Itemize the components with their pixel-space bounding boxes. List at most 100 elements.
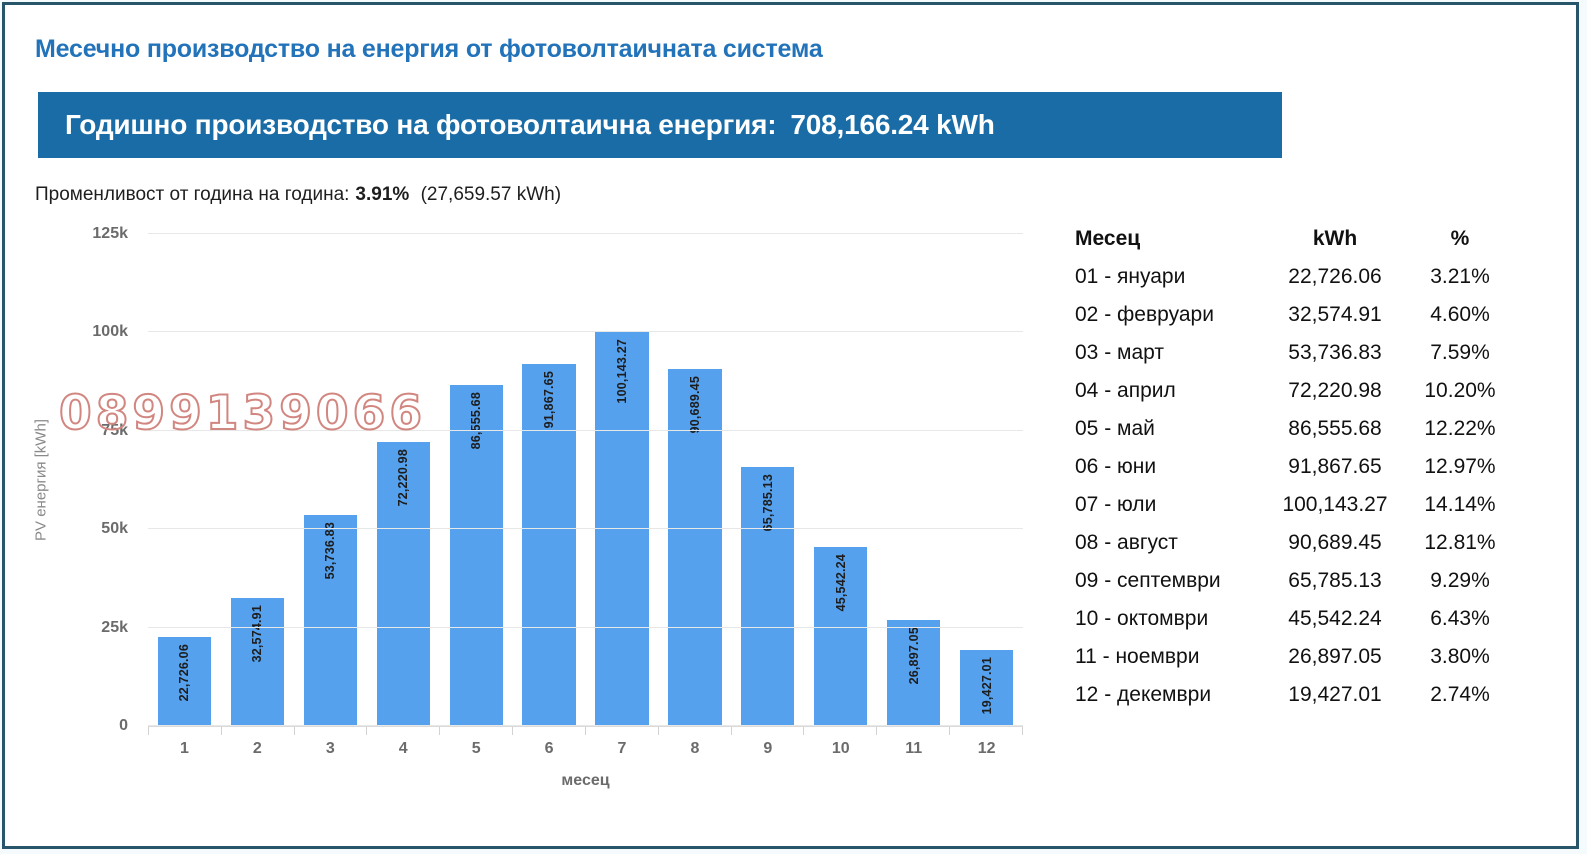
cell-pct: 3.21% <box>1430 265 1490 288</box>
x-axis-tick <box>803 727 876 735</box>
bar-month-11[interactable]: 26,897.05 <box>887 620 941 726</box>
x-axis-tick-label: 7 <box>617 740 627 757</box>
cell-pct: 12.22% <box>1424 417 1496 440</box>
cell-month: 02 - февруари <box>1075 303 1214 326</box>
gridline <box>148 626 1023 628</box>
bar-slot: 32,574.91 <box>221 234 294 726</box>
x-axis-tick-label: 12 <box>977 740 996 757</box>
bar-slot: 72,220.98 <box>367 234 440 726</box>
cell-kwh: 32,574.91 <box>1288 303 1382 326</box>
bar-value-label: 26,897.05 <box>906 627 921 685</box>
x-axis-tick <box>366 727 439 735</box>
bar-slot: 26,897.05 <box>877 234 950 726</box>
bar-slot: 86,555.68 <box>440 234 513 726</box>
y-axis-tick-label: 50k <box>101 520 128 538</box>
cell-pct: 10.20% <box>1424 379 1496 402</box>
column-header-month: Месец <box>1075 227 1141 250</box>
month-table-body: 01 - януари 22,726.06 3.21% 02 - февруари 32… <box>1075 258 1515 714</box>
bar-month-4[interactable]: 72,220.98 <box>376 441 430 726</box>
annual-production-banner: Годишно производство на фотоволтаична ен… <box>38 92 1282 158</box>
gridline <box>148 528 1023 530</box>
bar-slot: 53,736.83 <box>294 234 367 726</box>
cell-pct: 14.14% <box>1424 493 1496 516</box>
bar-month-10[interactable]: 45,542.24 <box>814 546 868 726</box>
cell-kwh: 26,897.05 <box>1288 645 1382 668</box>
annual-production-label: Годишно производство на фотоволтаична ен… <box>65 109 777 140</box>
table-row: 12 - декември 19,427.01 2.74% <box>1075 676 1515 714</box>
bar-value-label: 19,427.01 <box>979 656 994 714</box>
bar-slot: 91,867.65 <box>513 234 586 726</box>
x-axis-tick-label: 2 <box>252 740 262 757</box>
annual-production-value: 708,166.24 kWh <box>790 109 995 140</box>
bar-month-8[interactable]: 90,689.45 <box>668 369 722 726</box>
gridline <box>148 725 1023 726</box>
column-header-kwh: kWh <box>1312 227 1358 250</box>
content-area: PV енергия [kWh] 22,726.06 32,574.91 53,73… <box>5 212 1576 797</box>
bar-value-label: 100,143.27 <box>614 338 629 404</box>
x-axis-tick <box>439 727 512 735</box>
cell-kwh: 90,689.45 <box>1288 531 1382 554</box>
cell-pct: 2.74% <box>1430 683 1490 706</box>
bar-slot: 90,689.45 <box>658 234 731 726</box>
cell-month: 04 - април <box>1075 379 1176 402</box>
cell-pct: 7.59% <box>1430 341 1490 364</box>
table-row: 11 - ноември 26,897.05 3.80% <box>1075 638 1515 676</box>
bar-month-9[interactable]: 65,785.13 <box>741 467 795 726</box>
y-axis-tick-label: 0 <box>119 717 128 734</box>
bar-value-label: 91,867.65 <box>542 371 557 429</box>
monthly-table: Месец kWh% 01 - януари 22,726.06 3.21% 02 - … <box>1075 220 1515 714</box>
cell-kwh: 72,220.98 <box>1288 379 1382 402</box>
bar-value-label: 65,785.13 <box>760 474 775 532</box>
cell-kwh: 19,427.01 <box>1288 683 1382 706</box>
bar-value-label: 86,555.68 <box>469 392 484 450</box>
bar-month-3[interactable]: 53,736.83 <box>303 514 357 726</box>
bar-value-label: 32,574.91 <box>250 604 265 663</box>
x-axis-ticks <box>148 726 1023 735</box>
cell-kwh: 53,736.83 <box>1288 341 1382 364</box>
cell-pct: 12.97% <box>1424 455 1496 478</box>
x-axis-labels: 1 2 3 4 5 6 7 8 9 10 11 12 <box>148 740 1023 758</box>
cell-month: 12 - декември <box>1075 683 1212 706</box>
cell-month: 06 - юни <box>1075 455 1157 478</box>
bar-month-1[interactable]: 22,726.06 <box>157 636 212 726</box>
plot-area: 22,726.06 32,574.91 53,736.83 72,220.98 86,5… <box>92 225 1023 734</box>
bar-slot: 22,726.06 <box>148 234 221 726</box>
cell-kwh: 65,785.13 <box>1288 569 1382 592</box>
y-axis-tick-label: 125k <box>92 225 128 242</box>
bar-value-label: 72,220.98 <box>396 448 411 507</box>
table-row: 04 - април 72,220.98 10.20% <box>1075 372 1515 410</box>
cell-month: 11 - ноември <box>1075 645 1200 668</box>
bar-month-2[interactable]: 32,574.91 <box>230 597 284 726</box>
variability-detail: (27,659.57 kWh) <box>420 184 562 205</box>
y-axis-tick-label: 100k <box>92 323 128 341</box>
x-axis-tick <box>876 727 949 735</box>
cell-month: 09 - септември <box>1075 569 1221 592</box>
x-axis-tick-label: 6 <box>544 740 554 757</box>
bar-value-label: 45,542.24 <box>833 553 848 612</box>
bar-month-12[interactable]: 19,427.01 <box>959 649 1014 726</box>
cell-month: 08 - август <box>1075 531 1178 554</box>
table-row: 07 - юли 100,143.27 14.14% <box>1075 486 1515 524</box>
x-axis-tick <box>293 727 367 735</box>
x-axis-tick <box>220 727 294 735</box>
cell-pct: 3.80% <box>1430 645 1490 668</box>
table-row: 08 - август 90,689.45 12.81% <box>1075 524 1515 562</box>
cell-pct: 6.43% <box>1430 607 1490 630</box>
bar-value-label: 53,736.83 <box>323 521 338 579</box>
y-axis-title: PV енергия [kWh] <box>32 419 50 541</box>
x-axis-tick-label: 5 <box>471 740 481 757</box>
column-header-pct: % <box>1450 227 1470 250</box>
bar-month-5[interactable]: 86,555.68 <box>449 385 503 726</box>
table-row: 09 - септември 65,785.13 9.29% <box>1075 562 1515 600</box>
bar-value-label: 90,689.45 <box>687 376 702 434</box>
cell-kwh: 86,555.68 <box>1288 417 1382 440</box>
bar-slot: 45,542.24 <box>804 234 877 726</box>
month-table-head-row: Месец kWh% <box>1075 220 1515 258</box>
x-axis-tick <box>730 727 804 735</box>
x-axis-tick <box>657 727 731 735</box>
table-row: 02 - февруари 32,574.91 4.60% <box>1075 296 1515 334</box>
gridline <box>148 331 1023 333</box>
bar-month-6[interactable]: 91,867.65 <box>522 364 576 726</box>
